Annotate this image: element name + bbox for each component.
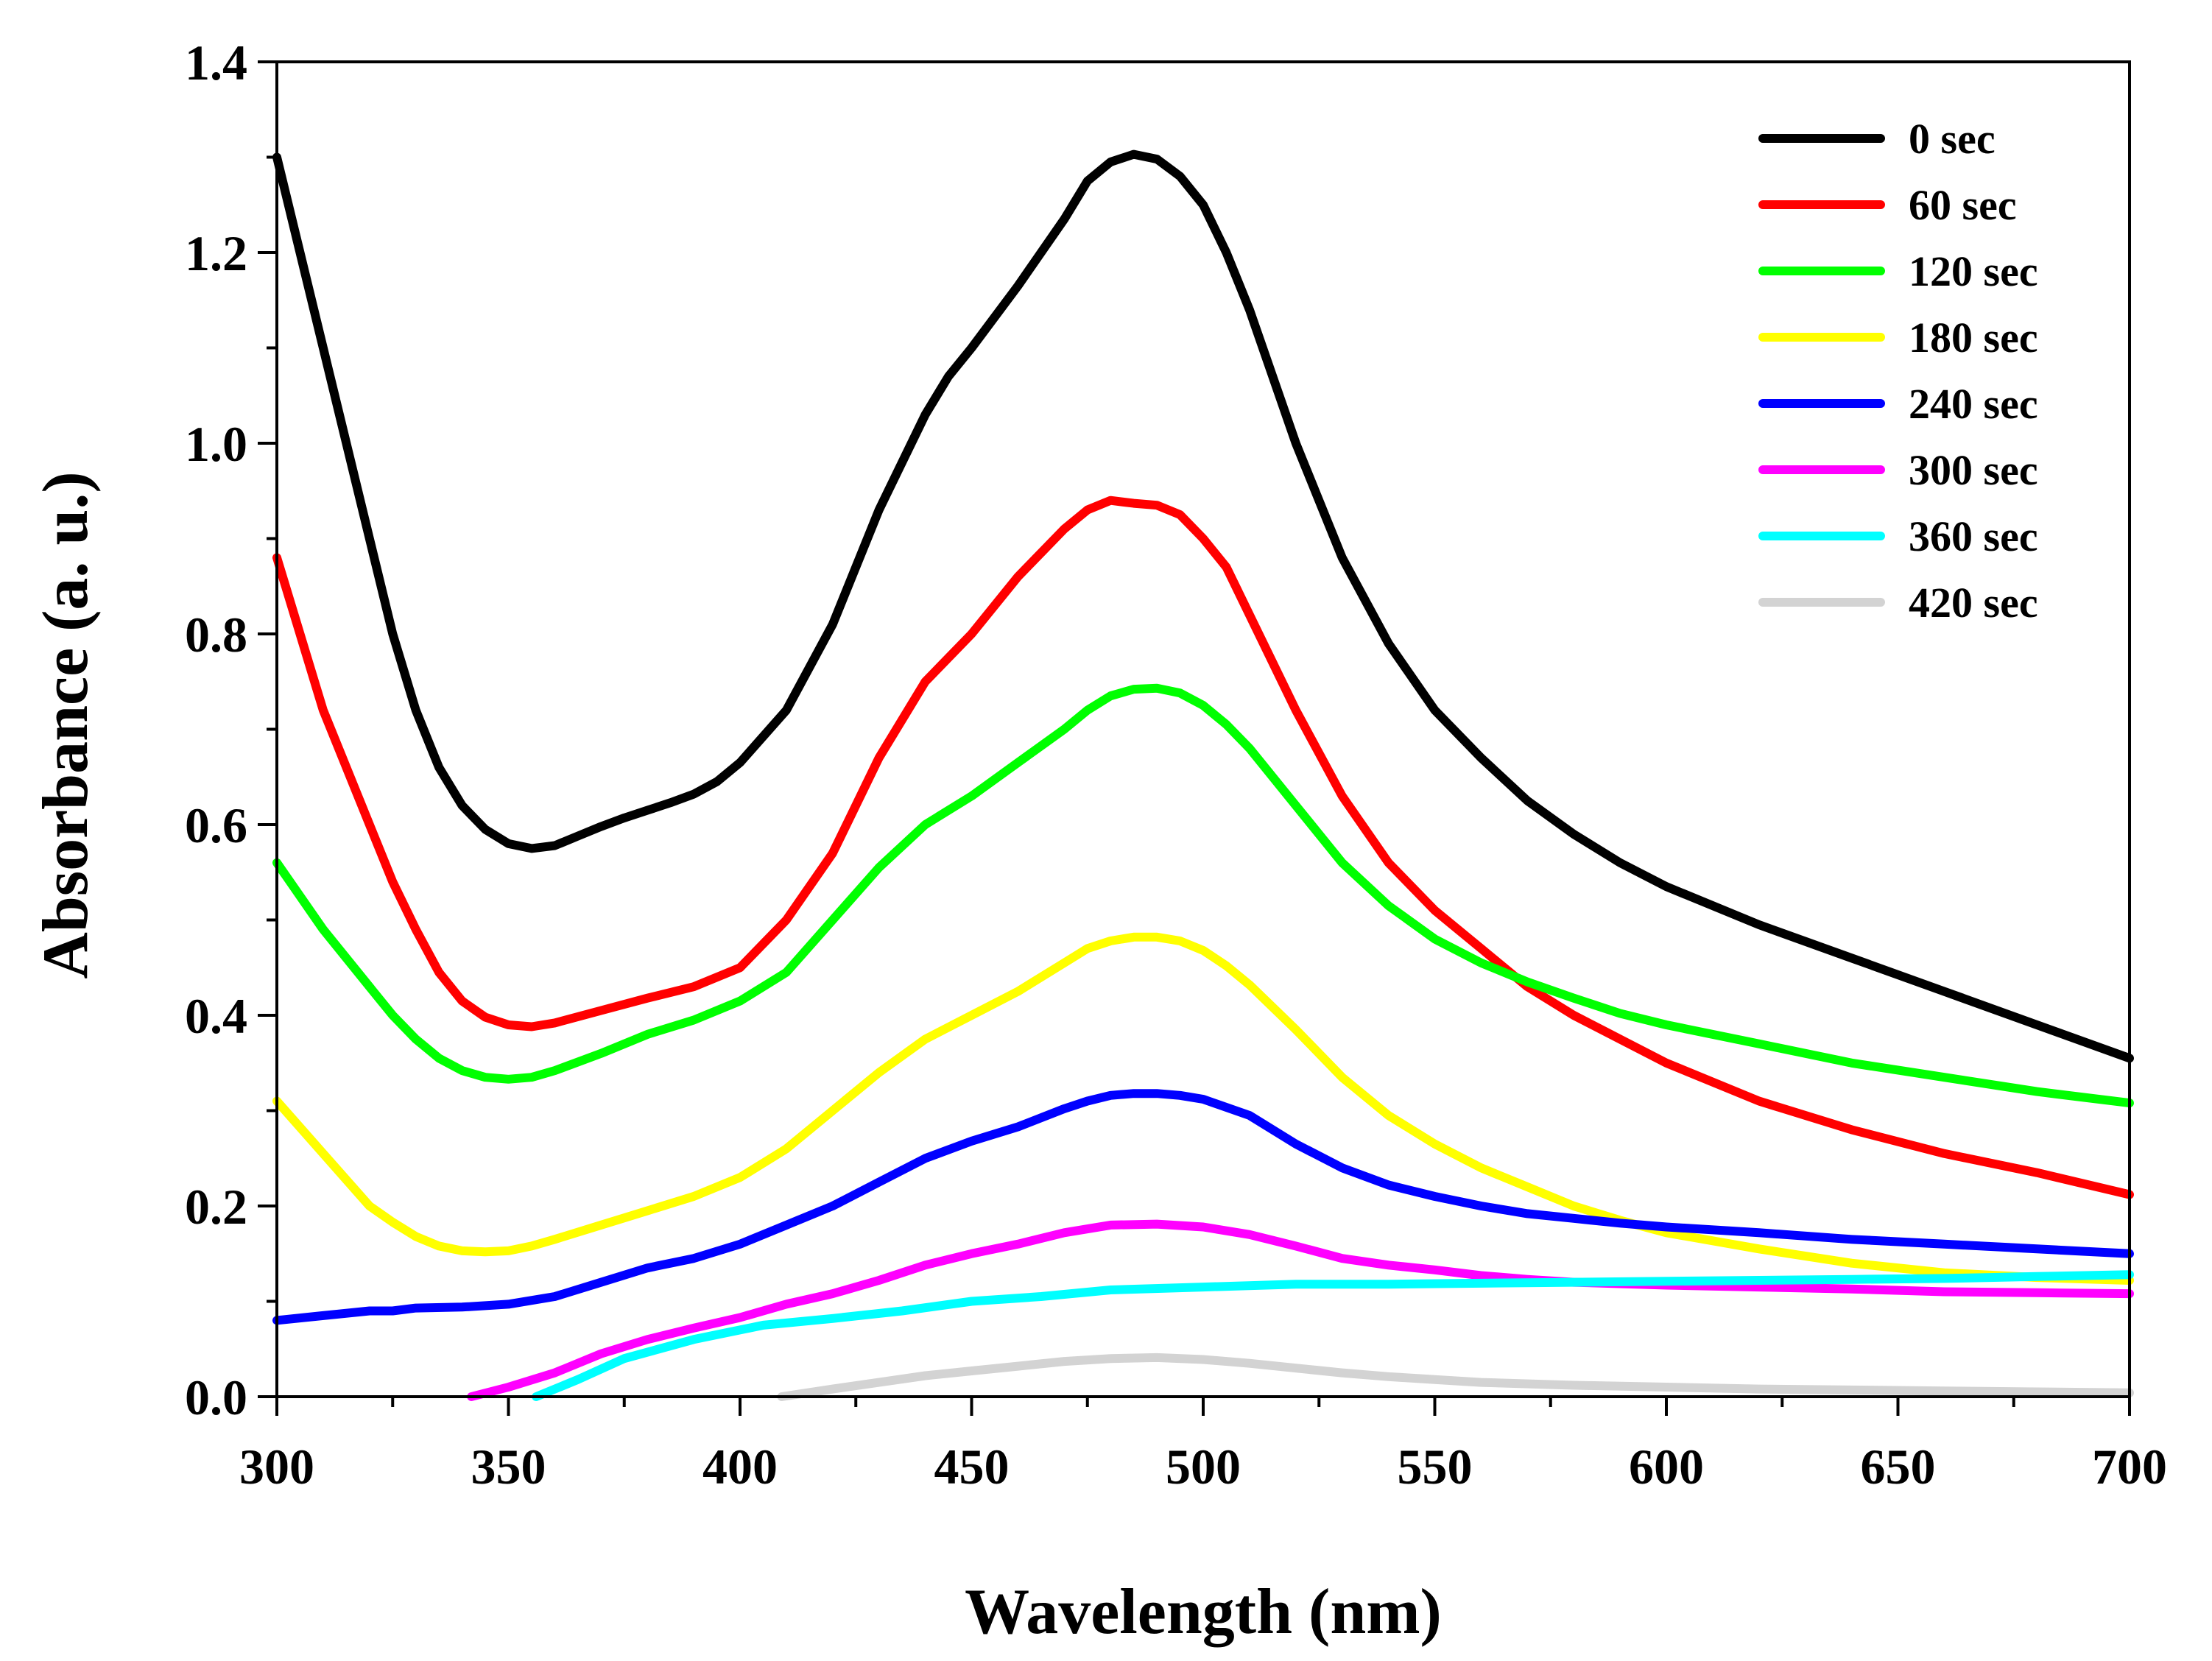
- legend-label-180-sec: 180 sec: [1909, 314, 2038, 362]
- series-line-240-sec: [272, 1089, 2134, 1325]
- y-tick-label: 1.4: [185, 35, 247, 91]
- series-line-60-sec: [272, 496, 2134, 1199]
- x-tick-label: 500: [1166, 1439, 1241, 1495]
- legend-label-300-sec: 300 sec: [1909, 446, 2038, 494]
- series-line-0-sec: [272, 149, 2134, 1063]
- x-tick-label: 300: [239, 1439, 314, 1495]
- axes-layer: 300 350 400 450 500 550 600 650 700 0.0 0.2 0.4 0.6 0…: [185, 35, 2167, 1495]
- legend-label-60-sec: 60 sec: [1909, 181, 2017, 229]
- series-line-120-sec: [272, 683, 2134, 1108]
- plot-frame: [275, 60, 2131, 1398]
- series-layer: [272, 149, 2134, 1401]
- x-axis-title: Wavelength (nm): [965, 1576, 1442, 1648]
- x-tick-label: 700: [2092, 1439, 2167, 1495]
- legend-label-360-sec: 360 sec: [1909, 512, 2038, 560]
- series-line-180-sec: [272, 932, 2134, 1285]
- legend-label-420-sec: 420 sec: [1909, 579, 2038, 627]
- y-tick-label: 0.0: [185, 1369, 247, 1425]
- series-line-420-sec: [777, 1353, 2134, 1401]
- y-tick-label: 0.4: [185, 988, 247, 1044]
- legend-label-240-sec: 240 sec: [1909, 380, 2038, 428]
- y-tick-label: 0.8: [185, 607, 247, 663]
- x-tick-label: 350: [471, 1439, 546, 1495]
- y-tick-label: 1.0: [185, 416, 247, 472]
- x-tick-label: 550: [1398, 1439, 1473, 1495]
- legend-label-0-sec: 0 sec: [1909, 115, 1996, 163]
- y-axis-title: Absorbance (a. u.): [30, 471, 102, 978]
- x-tick-label: 400: [702, 1439, 778, 1495]
- y-tick-label: 1.2: [185, 225, 247, 281]
- x-tick-label: 650: [1861, 1439, 1936, 1495]
- y-tick-label: 0.2: [185, 1179, 247, 1235]
- series-line-360-sec: [532, 1270, 2134, 1401]
- y-tick-label: 0.6: [185, 797, 247, 853]
- x-tick-label: 600: [1629, 1439, 1704, 1495]
- legend-label-120-sec: 120 sec: [1909, 247, 2038, 295]
- x-tick-label: 450: [934, 1439, 1010, 1495]
- legend: 0 sec 60 sec 120 sec 180 sec 240 sec 300 sec 3…: [1758, 115, 2038, 627]
